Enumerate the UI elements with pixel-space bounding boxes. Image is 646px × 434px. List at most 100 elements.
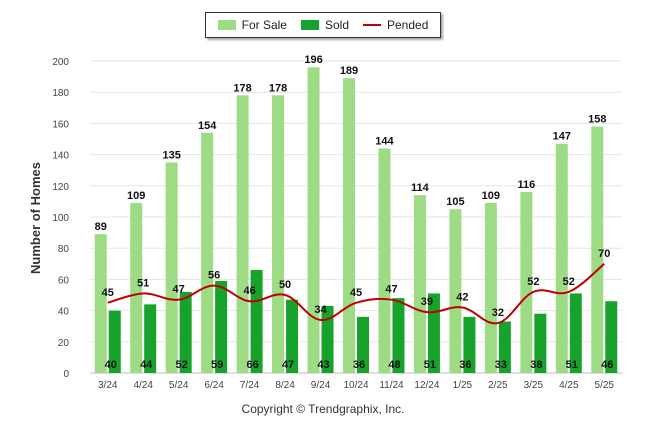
y-tick-label: 0 — [63, 369, 69, 380]
data-label-sold: 44 — [140, 359, 153, 371]
x-tick-label: 4/24 — [133, 380, 153, 391]
x-tick-label: 9/24 — [311, 380, 331, 391]
bar-for-sale — [130, 202, 143, 373]
bar-for-sale — [449, 209, 462, 373]
legend: For Sale Sold Pended — [205, 12, 441, 38]
x-tick-label: 3/24 — [98, 380, 118, 391]
bar-for-sale — [520, 192, 533, 373]
x-tick-label: 6/24 — [204, 380, 224, 391]
legend-item-for-sale[interactable]: For Sale — [217, 18, 287, 32]
data-label-pended: 52 — [527, 276, 539, 288]
data-label-pended: 39 — [421, 296, 433, 308]
data-label-sold: 38 — [530, 359, 542, 371]
data-label-for-sale: 147 — [553, 131, 571, 143]
data-label-sold: 48 — [388, 359, 400, 371]
x-tick-label: 5/24 — [169, 380, 189, 391]
x-tick-label: 2/25 — [488, 380, 508, 391]
data-label-sold: 66 — [246, 359, 258, 371]
bar-sold — [427, 293, 440, 373]
data-label-pended: 45 — [350, 287, 362, 299]
bar-sold — [144, 304, 157, 373]
bar-for-sale — [272, 95, 285, 373]
bar-sold — [605, 301, 618, 373]
bar-sold — [498, 321, 511, 373]
bar-for-sale — [343, 78, 355, 373]
data-label-pended: 45 — [102, 287, 114, 299]
data-label-sold: 33 — [495, 359, 507, 371]
y-tick-label: 40 — [58, 307, 70, 318]
bar-sold — [179, 291, 192, 373]
y-tick-label: 100 — [52, 213, 69, 224]
data-label-for-sale: 135 — [162, 149, 180, 161]
data-label-for-sale: 189 — [340, 65, 358, 77]
data-label-sold: 51 — [424, 359, 436, 371]
data-label-pended: 32 — [492, 307, 504, 319]
bar-for-sale — [378, 148, 391, 373]
y-tick-label: 120 — [52, 182, 69, 193]
data-label-for-sale: 154 — [198, 120, 217, 132]
sold-swatch — [300, 20, 319, 30]
y-axis: 0 20 40 60 80 100 120 140 160 180 200 — [52, 57, 69, 380]
data-label-sold: 59 — [211, 359, 223, 371]
data-label-pended: 47 — [385, 284, 397, 296]
bar-for-sale — [591, 126, 604, 374]
data-label-pended: 56 — [208, 270, 220, 282]
x-tick-label: 10/24 — [343, 380, 368, 391]
bar-for-sale — [484, 202, 497, 373]
x-tick-label: 11/24 — [379, 380, 404, 391]
data-label-for-sale: 144 — [375, 135, 394, 147]
pended-line — [107, 263, 605, 325]
pended-line-path — [107, 263, 605, 325]
data-label-for-sale: 109 — [127, 190, 145, 202]
data-label-sold: 46 — [601, 359, 613, 371]
bar-for-sale — [307, 67, 320, 374]
x-tick-label: 1/25 — [453, 380, 473, 391]
y-tick-label: 140 — [52, 151, 69, 162]
data-label-for-sale: 196 — [304, 54, 322, 66]
bar-sold — [463, 316, 476, 373]
data-label-pended: 34 — [314, 304, 327, 316]
y-axis-label: Number of Homes — [28, 162, 43, 274]
bar-for-sale — [555, 143, 568, 373]
bar-sold — [215, 280, 228, 373]
bar-for-sale — [165, 162, 178, 373]
x-tick-label: 12/24 — [414, 380, 439, 391]
bar-sold — [321, 305, 334, 373]
bar-for-sale — [236, 95, 249, 373]
bar-sold — [108, 310, 121, 373]
data-label-sold: 47 — [282, 359, 294, 371]
copyright: Copyright © Trendgraphix, Inc. — [241, 402, 405, 416]
data-label-sold: 40 — [105, 359, 117, 371]
data-label-sold: 51 — [566, 359, 578, 371]
grid — [90, 60, 622, 374]
for-sale-swatch — [217, 20, 236, 30]
x-tick-label: 4/25 — [559, 380, 579, 391]
bar-for-sale — [94, 234, 107, 373]
legend-item-pended[interactable]: Pended — [363, 18, 428, 32]
data-label-for-sale: 89 — [95, 221, 107, 233]
x-axis: 3/24 4/24 5/24 6/24 7/24 8/24 9/24 10/24 11/24 12… — [98, 380, 614, 391]
bar-sold — [392, 298, 405, 373]
bar-sold — [250, 270, 263, 373]
pended-swatch — [363, 24, 381, 26]
legend-label: Pended — [387, 18, 429, 32]
data-label-for-sale: 105 — [446, 196, 464, 208]
x-tick-label: 3/25 — [524, 380, 544, 391]
bar-for-sale — [201, 132, 214, 373]
data-label-pended: 70 — [598, 248, 610, 260]
data-label-for-sale: 178 — [233, 82, 251, 94]
data-label-sold: 52 — [176, 359, 188, 371]
y-tick-label: 160 — [52, 119, 69, 130]
y-tick-label: 60 — [58, 275, 70, 286]
bar-sold — [286, 299, 299, 373]
bar-sold — [534, 313, 547, 373]
bars — [94, 67, 618, 374]
legend-label: For Sale — [241, 18, 287, 32]
legend-item-sold[interactable]: Sold — [300, 18, 349, 32]
data-label-pended: 42 — [456, 291, 468, 303]
x-tick-label: 5/25 — [595, 380, 615, 391]
data-label-pended: 47 — [173, 284, 185, 296]
data-label-pended: 51 — [137, 277, 149, 289]
data-labels: 89 40 109 44 135 52 154 59 178 66 178 47 196 43 189 36 1… — [95, 54, 614, 371]
